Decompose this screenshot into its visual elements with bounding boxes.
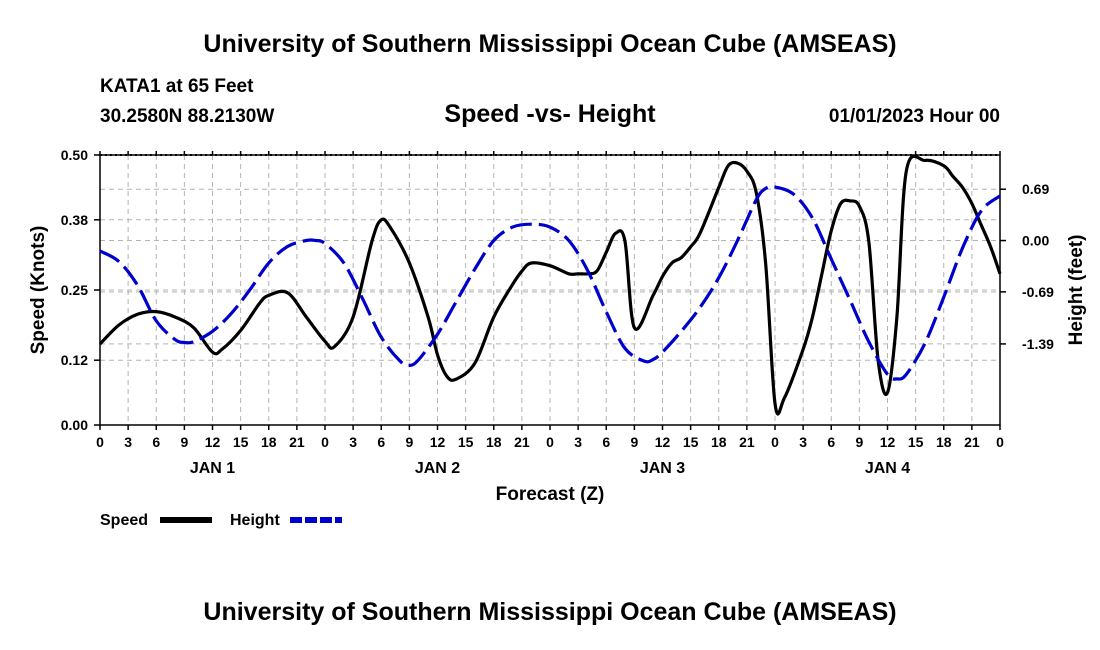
series-line-height bbox=[99, 184, 1002, 381]
y-left-tick-label: 0.50 bbox=[61, 147, 88, 163]
station-label: KATA1 at 65 Feet bbox=[100, 76, 254, 97]
day-label: JAN 2 bbox=[415, 460, 460, 477]
y-right-tick-label: 0.00 bbox=[1022, 233, 1049, 249]
day-label: JAN 3 bbox=[640, 460, 685, 477]
x-tick-label: 21 bbox=[289, 434, 305, 450]
legend-speed-label: Speed bbox=[100, 512, 148, 529]
y-left-tick-label: 0.12 bbox=[61, 352, 88, 368]
x-tick-label: 9 bbox=[855, 434, 863, 450]
x-tick-label: 15 bbox=[683, 434, 699, 450]
y-axis-left-label: Speed (Knots) bbox=[28, 226, 49, 355]
x-tick-label: 6 bbox=[152, 434, 160, 450]
x-tick-label: 9 bbox=[405, 434, 413, 450]
x-tick-label: 3 bbox=[799, 434, 807, 450]
x-tick-label: 6 bbox=[377, 434, 385, 450]
x-tick-label: 15 bbox=[458, 434, 474, 450]
y-left-tick-label: 0.00 bbox=[61, 417, 88, 433]
x-tick-label: 3 bbox=[124, 434, 132, 450]
day-label: JAN 1 bbox=[190, 460, 235, 477]
x-tick-label: 12 bbox=[205, 434, 221, 450]
tick-layer: 0 3 6 9 12 15 18 21 0 3 6 9 12 15 18 21 0 3 6 9 12 15 18 21 0 3 6 9… bbox=[61, 147, 1054, 477]
x-tick-label: 9 bbox=[630, 434, 638, 450]
forecast-datetime: 01/01/2023 Hour 00 bbox=[828, 106, 1000, 127]
x-tick-label: 12 bbox=[880, 434, 896, 450]
x-tick-label: 21 bbox=[514, 434, 530, 450]
x-tick-label: 18 bbox=[711, 434, 727, 450]
y-right-tick-label: -1.39 bbox=[1022, 336, 1054, 352]
series-layer bbox=[98, 154, 1002, 416]
x-tick-label: 15 bbox=[908, 434, 924, 450]
x-tick-label: 15 bbox=[233, 434, 249, 450]
y-right-tick-label: -0.69 bbox=[1022, 284, 1054, 300]
x-tick-label: 9 bbox=[180, 434, 188, 450]
x-tick-label: 21 bbox=[739, 434, 755, 450]
x-tick-label: 0 bbox=[96, 434, 104, 450]
x-tick-label: 3 bbox=[349, 434, 357, 450]
chart-title-top: University of Southern Mississippi Ocean… bbox=[203, 30, 897, 58]
x-axis-label: Forecast (Z) bbox=[496, 484, 605, 505]
x-tick-label: 0 bbox=[771, 434, 779, 450]
chart-legend: Speed Height bbox=[100, 512, 342, 529]
series-line-speed bbox=[98, 154, 1002, 416]
legend-height-label: Height bbox=[230, 512, 280, 529]
x-tick-label: 18 bbox=[261, 434, 277, 450]
y-left-tick-label: 0.38 bbox=[61, 212, 88, 228]
y-left-tick-label: 0.25 bbox=[61, 282, 88, 298]
grid-layer bbox=[100, 155, 1000, 425]
x-tick-label: 21 bbox=[964, 434, 980, 450]
x-tick-label: 6 bbox=[827, 434, 835, 450]
x-tick-label: 3 bbox=[574, 434, 582, 450]
x-tick-label: 18 bbox=[936, 434, 952, 450]
station-coordinates: 30.2580N 88.2130W bbox=[100, 106, 275, 127]
chart-subtitle: Speed -vs- Height bbox=[444, 100, 656, 128]
x-tick-label: 6 bbox=[602, 434, 610, 450]
chart-title-bottom: University of Southern Mississippi Ocean… bbox=[203, 598, 897, 626]
y-right-tick-label: 0.69 bbox=[1022, 181, 1049, 197]
day-label: JAN 4 bbox=[865, 460, 910, 477]
x-tick-label: 12 bbox=[430, 434, 446, 450]
x-tick-label: 0 bbox=[546, 434, 554, 450]
x-tick-label: 0 bbox=[321, 434, 329, 450]
y-axis-right-label: Height (feet) bbox=[1066, 235, 1087, 346]
x-tick-label: 18 bbox=[486, 434, 502, 450]
x-tick-label: 0 bbox=[996, 434, 1004, 450]
x-tick-label: 12 bbox=[655, 434, 671, 450]
